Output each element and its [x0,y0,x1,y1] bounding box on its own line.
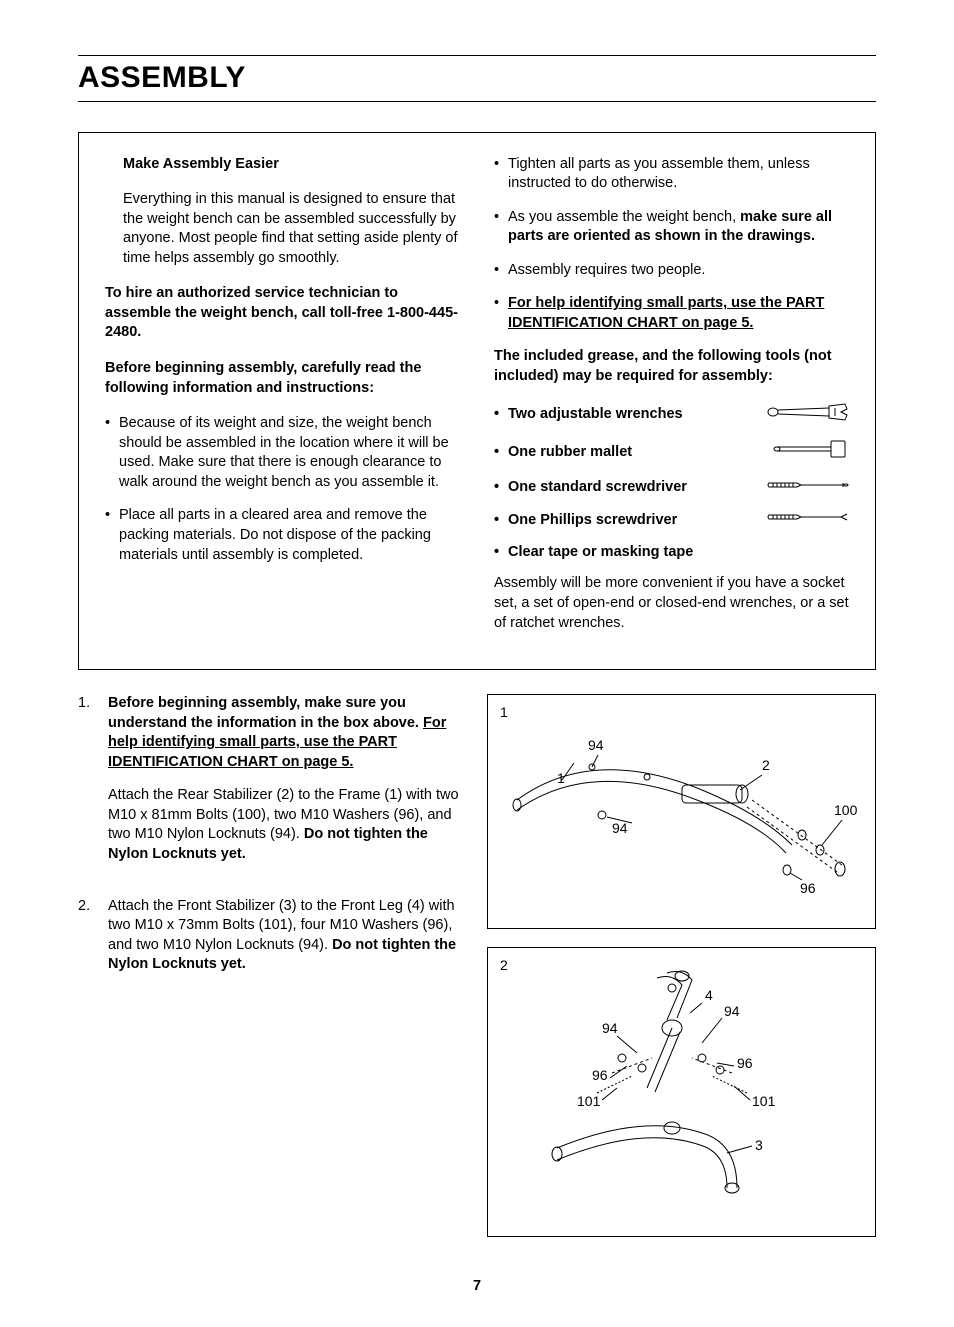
tool-label: One rubber mallet [494,443,632,463]
tools-list: Two adjustable wrenches One rubber ma [494,403,849,563]
diagram-label: 94 [588,737,604,753]
info-right-column: Tighten all parts as you assemble them, … [494,155,849,650]
diagram-label: 94 [602,1020,618,1036]
diagram-label: 101 [752,1093,776,1109]
tool-row: Two adjustable wrenches [494,403,849,428]
wrench-icon [764,403,849,428]
diagram-label: 101 [577,1093,601,1109]
diagram-1: 1 [487,694,876,929]
steps-text-column: 1. Before beginning assembly, make sure … [78,694,467,1255]
left-bullet-item: Place all parts in a cleared area and re… [105,506,460,565]
tool-label: One standard screwdriver [494,478,687,498]
tool-label: Two adjustable wrenches [494,405,683,425]
step-body: Attach the Front Stabilizer (3) to the F… [108,897,467,989]
diagram-label: 100 [834,802,858,818]
service-tech-note: To hire an authorized service technician… [105,284,460,343]
page-number: 7 [78,1277,876,1297]
diagram-label: 96 [592,1067,608,1083]
phillips-screwdriver-icon [764,510,849,531]
before-assembly-heading: Before beginning assembly, carefully rea… [105,359,460,398]
step-number: 1. [78,694,94,879]
step-number: 2. [78,897,94,989]
intro-paragraph: Everything in this manual is designed to… [123,190,460,268]
info-left-column: Make Assembly Easier Everything in this … [105,155,460,650]
diagram-label: 96 [800,880,816,896]
right-bullet-item: Assembly requires two people. [494,261,849,281]
title-underline [78,101,876,102]
page-title: ASSEMBLY [78,58,876,99]
diagram-label: 2 [762,757,770,773]
step-body: Before beginning assembly, make sure you… [108,694,467,879]
diagram-label: 1 [557,770,565,786]
diagram-label: 94 [724,1003,740,1019]
right-bullet-item: As you assemble the weight bench, make s… [494,208,849,247]
info-box: Make Assembly Easier Everything in this … [78,132,876,671]
tool-row: One rubber mallet [494,439,849,466]
left-bullet-list: Because of its weight and size, the weig… [105,414,460,565]
diagram-label: 94 [612,820,628,836]
tool-row: Clear tape or masking tape [494,543,849,563]
step-2: 2. Attach the Front Stabilizer (3) to th… [78,897,467,989]
tool-label: Clear tape or masking tape [494,543,693,563]
diagram-2-svg: 4 94 94 96 96 101 101 3 [502,958,862,1223]
right-bullet-list-top: Tighten all parts as you assemble them, … [494,155,849,334]
right-bullet-item: Tighten all parts as you assemble them, … [494,155,849,194]
tools-intro: The included grease, and the following t… [494,347,849,386]
bullet-link: For help identifying small parts, use th… [508,295,824,331]
steps-section: 1. Before beginning assembly, make sure … [78,694,876,1255]
tool-row: One standard screwdriver [494,478,849,499]
standard-screwdriver-icon [764,478,849,499]
diagram-number: 2 [500,956,508,975]
closing-note: Assembly will be more convenient if you … [494,574,849,633]
mallet-icon [764,439,849,466]
make-easier-heading: Make Assembly Easier [123,155,460,175]
right-bullet-item: For help identifying small parts, use th… [494,294,849,333]
tool-label: One Phillips screwdriver [494,511,677,531]
diagram-2: 2 [487,947,876,1237]
diagram-label: 96 [737,1055,753,1071]
step1-intro-bold: Before beginning assembly, make sure you… [108,695,423,731]
diagram-1-svg: 1 94 2 94 100 96 [502,705,862,915]
bullet-prefix: As you assemble the weight bench, [508,209,740,225]
step-1: 1. Before beginning assembly, make sure … [78,694,467,879]
steps-diagram-column: 1 [487,694,876,1255]
top-rule [78,55,876,56]
tool-row: One Phillips screwdriver [494,510,849,531]
diagram-label: 3 [755,1137,763,1153]
left-bullet-item: Because of its weight and size, the weig… [105,414,460,492]
diagram-label: 4 [705,987,713,1003]
diagram-number: 1 [500,703,508,722]
